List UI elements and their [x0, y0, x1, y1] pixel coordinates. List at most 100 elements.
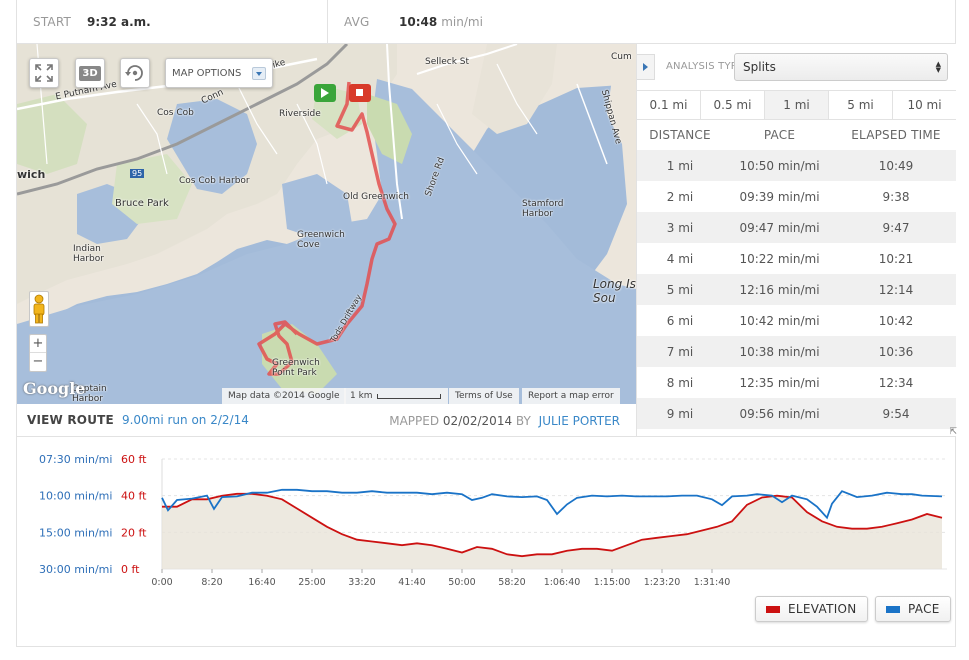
resize-handle-icon[interactable]: ⇱	[949, 427, 957, 437]
avg-value: 10:48	[399, 14, 438, 29]
x-tick-label: 25:00	[298, 577, 325, 588]
start-stat: START 9:32 a.m.	[17, 0, 328, 43]
pegman-icon	[33, 294, 45, 324]
split-pace: 09:47 min/mi	[739, 220, 820, 235]
elevation-axis-label: 40 ft	[121, 490, 147, 503]
zoom-out-button[interactable]: −	[32, 354, 44, 369]
split-distance: 5 mi	[666, 282, 694, 297]
map-options-label: MAP OPTIONS	[172, 67, 242, 79]
split-distance: 6 mi	[666, 313, 694, 328]
legend-elevation-label: ELEVATION	[788, 602, 857, 616]
split-row: 2 mi 09:39 min/mi 9:38	[637, 181, 956, 212]
view-route-label: VIEW ROUTE	[27, 413, 114, 427]
mapped-by-user-link[interactable]: JULIE PORTER	[538, 414, 620, 428]
3d-icon: 3D	[79, 65, 101, 81]
google-logo: Google	[23, 379, 86, 398]
zoom-control: + −	[29, 334, 47, 372]
x-tick-label: 1:31:40	[694, 577, 731, 588]
avg-stat: AVG 10:48 min/mi	[328, 0, 956, 43]
map-label: Cos Cob	[157, 108, 194, 118]
elevation-area	[162, 493, 942, 569]
split-distance: 8 mi	[666, 375, 694, 390]
split-pace: 10:38 min/mi	[739, 344, 820, 359]
split-pace: 09:39 min/mi	[739, 189, 820, 204]
map-label: Greenwich Cove	[297, 230, 345, 250]
split-elapsed: 9:38	[882, 189, 910, 204]
splits-table-header: DISTANCE PACE ELAPSED TIME	[637, 120, 956, 150]
column-header-distance: DISTANCE	[649, 128, 711, 142]
terms-of-use-link[interactable]: Terms of Use	[449, 388, 519, 404]
legend-pace-label: PACE	[908, 602, 940, 616]
map-label: Stamford Harbor	[522, 199, 564, 219]
split-pace: 10:50 min/mi	[739, 158, 820, 173]
map-label: Greenwich Point Park	[272, 358, 320, 378]
fullscreen-icon	[35, 64, 53, 82]
map-options-dropdown[interactable]: MAP OPTIONS	[165, 58, 273, 88]
map-label: Riverside	[279, 109, 321, 119]
mapped-date: 02/02/2014	[442, 414, 513, 428]
x-tick-label: 1:15:00	[594, 577, 631, 588]
mapped-by-label: BY	[515, 414, 531, 428]
split-distance: 7 mi	[666, 344, 694, 359]
stats-bar: START 9:32 a.m. AVG 10:48 min/mi	[16, 0, 956, 44]
splits-table-body: 1 mi 10:50 min/mi 10:49 2 mi 09:39 min/mi 9:3…	[637, 150, 956, 430]
avg-label: AVG	[344, 14, 370, 29]
split-distance: 4 mi	[666, 251, 694, 266]
split-pace: 09:56 min/mi	[739, 406, 820, 421]
split-row: 4 mi 10:22 min/mi 10:21	[637, 243, 956, 274]
map-label: wich	[17, 168, 46, 181]
zoom-in-button[interactable]: +	[30, 335, 46, 353]
x-tick-label: 1:23:20	[644, 577, 681, 588]
split-row: 7 mi 10:38 min/mi 10:36	[637, 336, 956, 367]
pace-axis-label: 30:00 min/mi	[39, 563, 112, 576]
split-distance: 1 mi	[666, 158, 694, 173]
3d-view-button[interactable]: 3D	[75, 58, 105, 88]
split-elapsed: 10:36	[878, 344, 914, 359]
split-row: 3 mi 09:47 min/mi 9:47	[637, 212, 956, 243]
mapped-info: MAPPED 02/02/2014 BY JULIE PORTER	[389, 414, 620, 428]
column-header-elapsed-time: ELAPSED TIME	[851, 128, 941, 142]
pace-axis-label: 15:00 min/mi	[39, 526, 112, 539]
split-distance: 2 mi	[666, 189, 694, 204]
x-tick-label: 41:40	[398, 577, 425, 588]
workout-card: Selleck St E Putnam Ave Riverside Cos Co…	[16, 44, 957, 647]
tab-1-mi[interactable]: 1 mi	[765, 91, 829, 119]
split-pace: 12:35 min/mi	[739, 375, 820, 390]
x-tick-label: 33:20	[348, 577, 375, 588]
legend-pace-toggle[interactable]: PACE	[875, 596, 951, 622]
elevation-axis-label: 60 ft	[121, 453, 147, 466]
tab-10-mi[interactable]: 10 mi	[893, 91, 956, 119]
chevron-down-icon	[252, 67, 266, 80]
pace-axis-label: 10:00 min/mi	[39, 490, 112, 503]
legend-elevation-toggle[interactable]: ELEVATION	[755, 596, 868, 622]
split-row: 6 mi 10:42 min/mi 10:42	[637, 305, 956, 336]
fullscreen-button[interactable]	[29, 58, 59, 88]
map-canvas	[17, 44, 636, 404]
elevation-swatch	[766, 605, 780, 613]
pace-swatch	[886, 605, 900, 613]
split-elapsed: 10:21	[878, 251, 914, 266]
split-distance: 9 mi	[666, 406, 694, 421]
tab-5-mi[interactable]: 5 mi	[829, 91, 893, 119]
rotate-view-button[interactable]	[120, 58, 150, 88]
analysis-type-label: ANALYSIS TYPE:	[666, 61, 748, 72]
split-elapsed: 12:34	[878, 375, 914, 390]
tab-0-1-mi[interactable]: 0.1 mi	[637, 91, 701, 119]
route-info: VIEW ROUTE 9.00mi run on 2/2/14 MAPPED 0…	[17, 404, 636, 437]
street-view-pegman[interactable]	[29, 291, 49, 327]
route-map[interactable]: Selleck St E Putnam Ave Riverside Cos Co…	[17, 44, 636, 404]
collapse-panel-button[interactable]	[637, 54, 655, 80]
report-map-error-link[interactable]: Report a map error	[522, 388, 620, 404]
analysis-type-select[interactable]: Splits ▲ ▼	[734, 53, 948, 81]
split-distance: 3 mi	[666, 220, 694, 235]
mapped-label: MAPPED	[389, 414, 440, 428]
split-row: 8 mi 12:35 min/mi 12:34	[637, 367, 956, 398]
x-tick-label: 50:00	[448, 577, 475, 588]
map-label: Old Greenwich	[343, 192, 409, 202]
split-pace: 10:22 min/mi	[739, 251, 820, 266]
split-row: 1 mi 10:50 min/mi 10:49	[637, 150, 956, 181]
tab-0-5-mi[interactable]: 0.5 mi	[701, 91, 765, 119]
route-link[interactable]: 9.00mi run on 2/2/14	[121, 413, 249, 427]
column-header-pace: PACE	[763, 128, 796, 142]
map-label: Bruce Park	[115, 198, 169, 209]
